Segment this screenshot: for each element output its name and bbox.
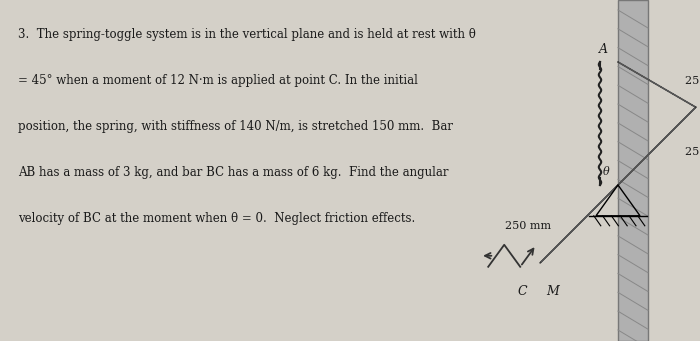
Text: 250 mm: 250 mm (505, 221, 551, 231)
Text: position, the spring, with stiffness of 140 N/m, is stretched 150 mm.  Bar: position, the spring, with stiffness of … (18, 120, 453, 133)
Polygon shape (618, 62, 696, 107)
Text: θ: θ (603, 167, 610, 177)
Text: A: A (599, 43, 608, 56)
Text: = 45° when a moment of 12 N·m is applied at point C. In the initial: = 45° when a moment of 12 N·m is applied… (18, 74, 418, 87)
Text: C: C (517, 285, 527, 298)
Text: 3.  The spring-toggle system is in the vertical plane and is held at rest with θ: 3. The spring-toggle system is in the ve… (18, 28, 476, 41)
Polygon shape (540, 185, 618, 263)
Bar (618, 0, 648, 341)
Text: 250 mm: 250 mm (685, 147, 700, 157)
Text: M: M (546, 285, 559, 298)
Text: AB has a mass of 3 kg, and bar BC has a mass of 6 kg.  Find the angular: AB has a mass of 3 kg, and bar BC has a … (18, 166, 449, 179)
Text: velocity of BC at the moment when θ = 0.  Neglect friction effects.: velocity of BC at the moment when θ = 0.… (18, 212, 415, 225)
Polygon shape (618, 107, 696, 185)
Text: 250 mm: 250 mm (685, 76, 700, 86)
